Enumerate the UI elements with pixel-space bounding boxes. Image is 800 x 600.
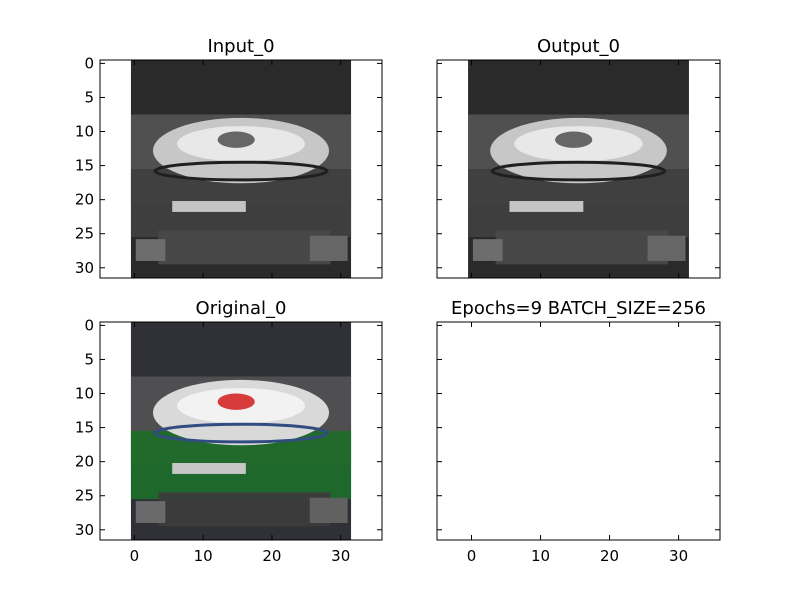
axes-frame bbox=[99, 59, 383, 279]
y-tick-label: 10 bbox=[75, 123, 94, 141]
y-tick-label: 0 bbox=[84, 316, 94, 334]
axes-frame bbox=[436, 321, 721, 541]
panel-output-0: Output_0 bbox=[436, 36, 721, 279]
x-tick-label: 10 bbox=[194, 547, 213, 565]
y-tick-label: 25 bbox=[75, 487, 94, 505]
right-headlight bbox=[647, 235, 686, 261]
license-plate-area bbox=[495, 230, 669, 265]
x-tick-label: 0 bbox=[130, 547, 140, 565]
y-tick-label: 20 bbox=[75, 453, 94, 471]
axes-frame bbox=[99, 321, 383, 541]
axes-frame bbox=[436, 59, 721, 279]
y-tick-label: 0 bbox=[84, 54, 94, 72]
y-tick-label: 30 bbox=[75, 259, 94, 277]
panel-title: Original_0 bbox=[196, 298, 287, 319]
y-tick-label: 15 bbox=[75, 157, 94, 175]
y-tick-label: 5 bbox=[84, 88, 94, 106]
y-tick-label: 25 bbox=[75, 225, 94, 243]
right-headlight bbox=[309, 497, 348, 523]
license-plate-area bbox=[158, 230, 331, 265]
panel-title: Output_0 bbox=[537, 36, 620, 57]
gray-emblem bbox=[555, 131, 593, 148]
image-area bbox=[468, 60, 689, 278]
x-tick-label: 20 bbox=[262, 547, 281, 565]
image-area bbox=[130, 60, 352, 278]
license-plate-area bbox=[158, 492, 331, 527]
left-headlight bbox=[135, 239, 166, 261]
x-tick-label: 0 bbox=[467, 547, 477, 565]
left-headlight bbox=[472, 239, 503, 261]
red-emblem bbox=[217, 393, 255, 410]
gray-emblem bbox=[217, 131, 255, 148]
front-trim-line bbox=[153, 422, 329, 444]
x-tick-label: 20 bbox=[600, 547, 619, 565]
y-tick-label: 15 bbox=[75, 419, 94, 437]
front-lettering-band bbox=[172, 463, 246, 474]
x-tick-label: 30 bbox=[669, 547, 688, 565]
front-lettering-band bbox=[172, 201, 246, 212]
image-area bbox=[130, 322, 352, 540]
panel-title: Epochs=9 BATCH_SIZE=256 bbox=[451, 298, 706, 319]
panel-title: Input_0 bbox=[207, 36, 274, 57]
left-headlight bbox=[135, 501, 166, 523]
y-tick-label: 30 bbox=[75, 521, 94, 539]
x-tick-label: 30 bbox=[331, 547, 350, 565]
front-trim-line bbox=[153, 160, 329, 182]
axes-background bbox=[437, 322, 720, 540]
y-tick-label: 10 bbox=[75, 385, 94, 403]
y-tick-label: 20 bbox=[75, 191, 94, 209]
panel-epochs-batch-size: Epochs=9 BATCH_SIZE=256 0 10 20 30 bbox=[436, 298, 721, 565]
panel-input-0: Input_0 0 5 10 15 20 25 30 bbox=[75, 36, 383, 279]
panel-original-0: Original_0 0 10 20 30 0 5 10 15 20 25 30 bbox=[75, 298, 383, 565]
right-headlight bbox=[309, 235, 348, 261]
y-tick-label: 5 bbox=[84, 350, 94, 368]
x-tick-label: 10 bbox=[531, 547, 550, 565]
front-lettering-band bbox=[509, 201, 584, 212]
front-trim-line bbox=[490, 160, 667, 182]
